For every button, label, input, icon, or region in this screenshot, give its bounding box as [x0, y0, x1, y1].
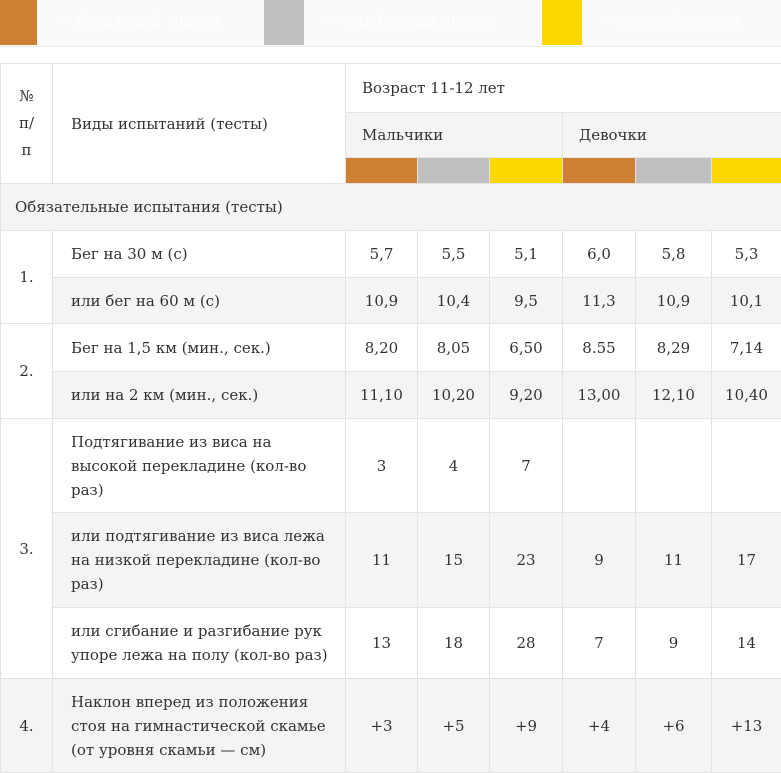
norms-table: № п/п Виды испытаний (тесты) Возраст 11-…	[0, 63, 781, 773]
value-girls-gold: 17	[712, 513, 781, 608]
boys-gold-marker	[490, 158, 563, 184]
test-name: или на 2 км (мин., сек.)	[53, 372, 346, 419]
value-boys-silver: 10,4	[418, 278, 490, 324]
test-name: Бег на 1,5 км (мин., сек.)	[53, 324, 346, 372]
value-girls-bronze: +4	[563, 679, 636, 773]
value-girls-bronze: 7	[563, 608, 636, 679]
value-boys-gold: 6,50	[490, 324, 563, 372]
value-boys-gold: 23	[490, 513, 563, 608]
value-boys-bronze: 5,7	[346, 231, 418, 278]
value-girls-bronze: 13,00	[563, 372, 636, 419]
value-girls-bronze: 9	[563, 513, 636, 608]
value-girls-gold: 14	[712, 608, 781, 679]
value-boys-silver: 15	[418, 513, 490, 608]
girls-silver-marker	[636, 158, 712, 184]
value-girls-bronze: 8.55	[563, 324, 636, 372]
section-title: Обязательные испытания (тесты)	[1, 184, 781, 231]
gold-legend-label: — золотой значок	[600, 12, 743, 30]
test-name: Подтягивание из виса на высокой переклад…	[53, 419, 346, 513]
value-girls-silver: 12,10	[636, 372, 712, 419]
header-girls: Девочки	[563, 113, 781, 158]
value-boys-gold: 28	[490, 608, 563, 679]
value-girls-silver: 8,29	[636, 324, 712, 372]
value-boys-silver: 18	[418, 608, 490, 679]
value-girls-silver: 11	[636, 513, 712, 608]
test-name: или бег на 60 м (с)	[53, 278, 346, 324]
header-number: № п/п	[1, 64, 53, 184]
value-girls-gold	[712, 419, 781, 513]
test-name: Бег на 30 м (с)	[53, 231, 346, 278]
girls-bronze-marker	[563, 158, 636, 184]
header-age: Возраст 11-12 лет	[346, 64, 781, 113]
value-girls-silver: 5,8	[636, 231, 712, 278]
badge-legend: — бронзовый значок — серебряный значок —…	[0, 0, 781, 47]
silver-swatch	[264, 0, 304, 45]
test-number: 1.	[1, 231, 53, 324]
bronze-legend-label: — бронзовый значок	[56, 12, 221, 30]
value-girls-silver	[636, 419, 712, 513]
value-girls-gold: 5,3	[712, 231, 781, 278]
test-name: Наклон вперед из положения стоя на гимна…	[53, 679, 346, 773]
test-number: 2.	[1, 324, 53, 419]
boys-bronze-marker	[346, 158, 418, 184]
test-name: или подтягивание из виса лежа на низкой …	[53, 513, 346, 608]
value-boys-bronze: 8,20	[346, 324, 418, 372]
header-tests: Виды испытаний (тесты)	[53, 64, 346, 184]
value-girls-bronze: 6,0	[563, 231, 636, 278]
value-girls-gold: 10,1	[712, 278, 781, 324]
value-boys-gold: +9	[490, 679, 563, 773]
value-boys-gold: 7	[490, 419, 563, 513]
header-number-label: № п/п	[15, 83, 39, 164]
value-boys-gold: 9,20	[490, 372, 563, 419]
test-name: или сгибание и разгибание рук упоре лежа…	[53, 608, 346, 679]
bronze-swatch	[0, 0, 37, 45]
value-girls-gold: 7,14	[712, 324, 781, 372]
value-boys-silver: 5,5	[418, 231, 490, 278]
value-boys-bronze: 3	[346, 419, 418, 513]
value-girls-gold: 10,40	[712, 372, 781, 419]
boys-silver-marker	[418, 158, 490, 184]
value-boys-silver: 10,20	[418, 372, 490, 419]
header-boys: Мальчики	[346, 113, 563, 158]
value-boys-bronze: 11	[346, 513, 418, 608]
value-girls-silver: 10,9	[636, 278, 712, 324]
value-boys-gold: 9,5	[490, 278, 563, 324]
value-boys-bronze: 10,9	[346, 278, 418, 324]
gold-swatch	[542, 0, 582, 45]
test-number: 3.	[1, 419, 53, 679]
value-girls-gold: +13	[712, 679, 781, 773]
value-girls-bronze: 11,3	[563, 278, 636, 324]
value-boys-gold: 5,1	[490, 231, 563, 278]
value-boys-bronze: +3	[346, 679, 418, 773]
girls-gold-marker	[712, 158, 781, 184]
silver-legend-label: — серебряный значок	[322, 12, 498, 30]
value-girls-bronze	[563, 419, 636, 513]
value-girls-silver: +6	[636, 679, 712, 773]
value-boys-silver: 4	[418, 419, 490, 513]
value-boys-silver: 8,05	[418, 324, 490, 372]
value-girls-silver: 9	[636, 608, 712, 679]
value-boys-silver: +5	[418, 679, 490, 773]
test-number: 4.	[1, 679, 53, 773]
value-boys-bronze: 13	[346, 608, 418, 679]
value-boys-bronze: 11,10	[346, 372, 418, 419]
